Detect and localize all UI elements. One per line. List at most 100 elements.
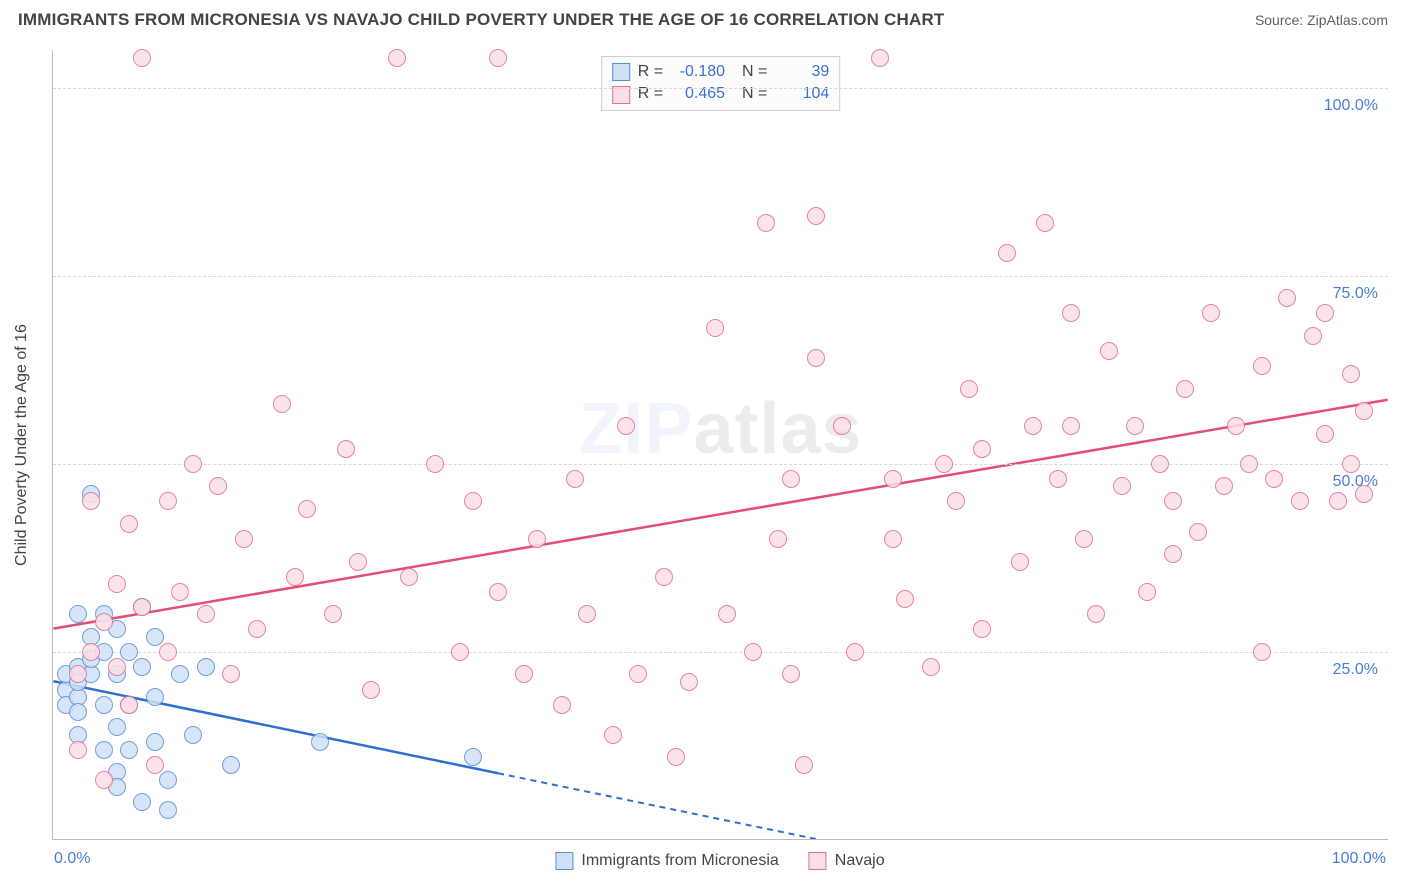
- data-point-navajo: [757, 214, 775, 232]
- data-point-navajo: [171, 583, 189, 601]
- data-point-micronesia: [146, 688, 164, 706]
- legend-series: Immigrants from Micronesia Navajo: [555, 852, 884, 870]
- chart-title: IMMIGRANTS FROM MICRONESIA VS NAVAJO CHI…: [18, 10, 945, 30]
- data-point-navajo: [1011, 553, 1029, 571]
- data-point-navajo: [1227, 417, 1245, 435]
- data-point-navajo: [1316, 304, 1334, 322]
- data-point-navajo: [795, 756, 813, 774]
- data-point-navajo: [197, 605, 215, 623]
- data-point-navajo: [680, 673, 698, 691]
- data-point-navajo: [807, 349, 825, 367]
- data-point-navajo: [1215, 477, 1233, 495]
- data-point-navajo: [248, 620, 266, 638]
- data-point-navajo: [388, 49, 406, 67]
- data-point-navajo: [82, 492, 100, 510]
- data-point-navajo: [235, 530, 253, 548]
- data-point-navajo: [108, 575, 126, 593]
- data-point-navajo: [782, 665, 800, 683]
- data-point-navajo: [884, 470, 902, 488]
- data-point-navajo: [1342, 365, 1360, 383]
- data-point-navajo: [489, 583, 507, 601]
- legend-item-micronesia: Immigrants from Micronesia: [555, 852, 778, 870]
- data-point-micronesia: [120, 741, 138, 759]
- data-point-navajo: [1075, 530, 1093, 548]
- data-point-navajo: [1176, 380, 1194, 398]
- data-point-navajo: [553, 696, 571, 714]
- data-point-micronesia: [184, 726, 202, 744]
- data-point-navajo: [120, 696, 138, 714]
- data-point-navajo: [973, 440, 991, 458]
- data-point-navajo: [69, 741, 87, 759]
- data-point-navajo: [1342, 455, 1360, 473]
- data-point-navajo: [1164, 492, 1182, 510]
- data-point-micronesia: [108, 718, 126, 736]
- data-point-navajo: [1316, 425, 1334, 443]
- data-point-navajo: [133, 598, 151, 616]
- data-point-micronesia: [120, 643, 138, 661]
- y-tick-label: 75.0%: [1333, 285, 1378, 303]
- data-point-navajo: [1062, 417, 1080, 435]
- data-point-navajo: [769, 530, 787, 548]
- data-point-navajo: [184, 455, 202, 473]
- data-point-navajo: [1240, 455, 1258, 473]
- data-point-navajo: [1355, 485, 1373, 503]
- data-point-navajo: [69, 665, 87, 683]
- data-point-navajo: [1062, 304, 1080, 322]
- data-point-navajo: [400, 568, 418, 586]
- data-point-navajo: [222, 665, 240, 683]
- legend-stats-row-micronesia: R =-0.180 N =39: [612, 61, 830, 83]
- data-point-navajo: [655, 568, 673, 586]
- data-point-micronesia: [464, 748, 482, 766]
- data-point-micronesia: [95, 696, 113, 714]
- data-point-navajo: [629, 665, 647, 683]
- data-point-navajo: [1113, 477, 1131, 495]
- data-point-navajo: [973, 620, 991, 638]
- data-point-navajo: [1164, 545, 1182, 563]
- data-point-navajo: [82, 643, 100, 661]
- data-point-navajo: [159, 492, 177, 510]
- data-point-navajo: [337, 440, 355, 458]
- data-point-navajo: [617, 417, 635, 435]
- data-point-navajo: [528, 530, 546, 548]
- data-point-navajo: [566, 470, 584, 488]
- gridline: [53, 464, 1388, 465]
- data-point-navajo: [604, 726, 622, 744]
- data-point-micronesia: [159, 771, 177, 789]
- x-axis-max-label: 100.0%: [1332, 850, 1386, 868]
- data-point-navajo: [1304, 327, 1322, 345]
- legend-item-navajo: Navajo: [809, 852, 885, 870]
- data-point-navajo: [896, 590, 914, 608]
- data-point-navajo: [706, 319, 724, 337]
- data-point-navajo: [947, 492, 965, 510]
- data-point-navajo: [1036, 214, 1054, 232]
- y-tick-label: 25.0%: [1333, 661, 1378, 679]
- data-point-navajo: [1087, 605, 1105, 623]
- data-point-navajo: [362, 681, 380, 699]
- regression-lines: [53, 50, 1388, 839]
- data-point-micronesia: [95, 741, 113, 759]
- y-axis-label: Child Poverty Under the Age of 16: [13, 324, 31, 566]
- data-point-navajo: [833, 417, 851, 435]
- data-point-navajo: [782, 470, 800, 488]
- data-point-navajo: [1278, 289, 1296, 307]
- data-point-navajo: [807, 207, 825, 225]
- data-point-navajo: [1253, 643, 1271, 661]
- data-point-navajo: [286, 568, 304, 586]
- data-point-micronesia: [171, 665, 189, 683]
- data-point-micronesia: [159, 801, 177, 819]
- data-point-navajo: [846, 643, 864, 661]
- data-point-navajo: [451, 643, 469, 661]
- data-point-navajo: [324, 605, 342, 623]
- gridline: [53, 652, 1388, 653]
- data-point-navajo: [273, 395, 291, 413]
- data-point-navajo: [120, 515, 138, 533]
- gridline: [53, 88, 1388, 89]
- data-point-navajo: [209, 477, 227, 495]
- data-point-navajo: [159, 643, 177, 661]
- data-point-navajo: [95, 771, 113, 789]
- data-point-navajo: [1100, 342, 1118, 360]
- data-point-navajo: [515, 665, 533, 683]
- data-point-micronesia: [69, 605, 87, 623]
- data-point-navajo: [1202, 304, 1220, 322]
- data-point-navajo: [718, 605, 736, 623]
